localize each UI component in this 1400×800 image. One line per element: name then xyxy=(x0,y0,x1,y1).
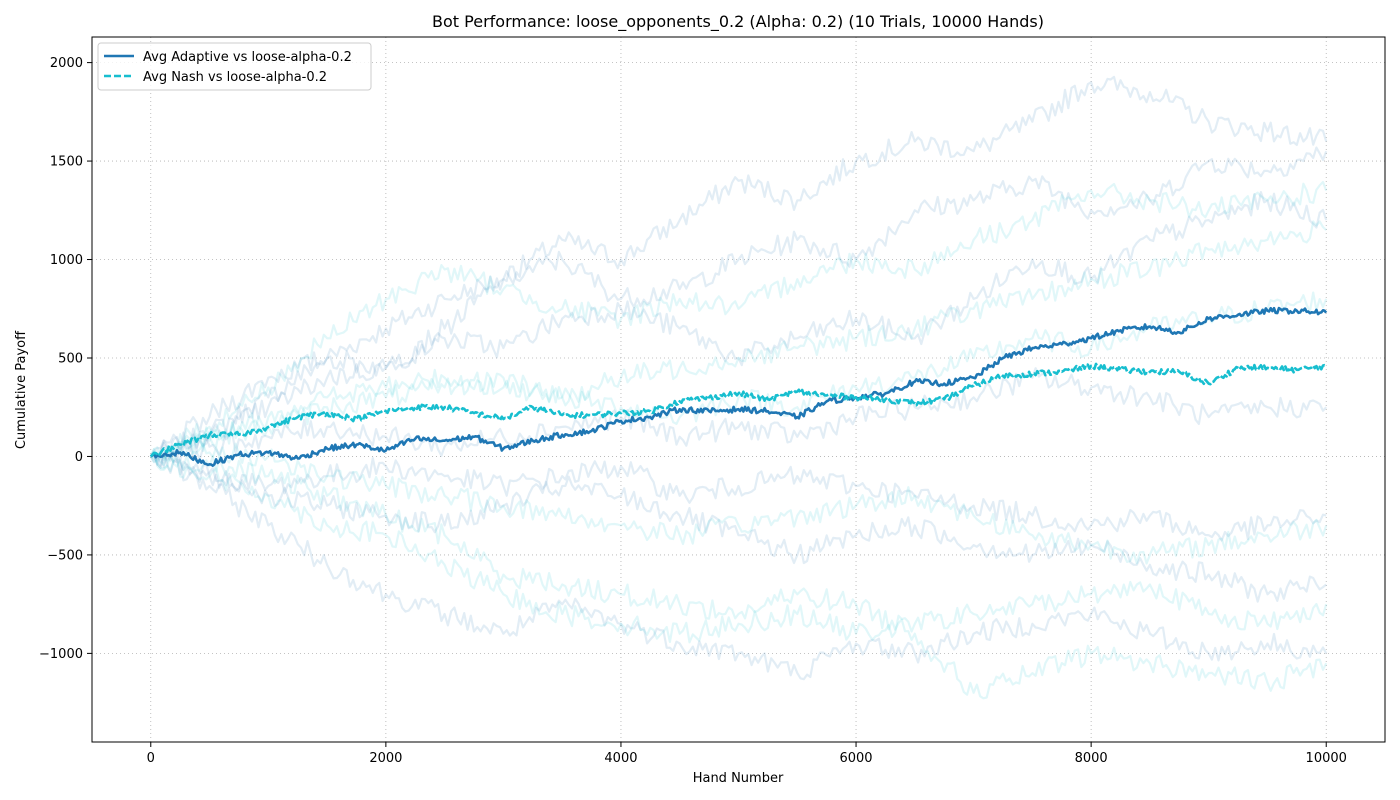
trial-line-7 xyxy=(149,180,1328,461)
legend-label-nash: Avg Nash vs loose-alpha-0.2 xyxy=(143,70,327,85)
trial-line-4 xyxy=(149,452,1327,542)
y-tick-label: 1500 xyxy=(50,155,83,170)
trial-line-12 xyxy=(149,291,1328,464)
series-line-nash xyxy=(149,362,1327,458)
x-axis-label: Hand Number xyxy=(693,771,784,786)
plot-frame xyxy=(91,36,1386,743)
series-line-adaptive xyxy=(150,306,1328,468)
trial-line-8 xyxy=(150,220,1327,460)
trial-line-6 xyxy=(150,450,1327,603)
legend: Avg Adaptive vs loose-alpha-0.2 Avg Nash… xyxy=(97,42,372,91)
trial-line-10 xyxy=(149,448,1328,644)
trial-line-0 xyxy=(149,75,1328,460)
trial-line-2 xyxy=(150,191,1328,461)
legend-label-adaptive: Avg Adaptive vs loose-alpha-0.2 xyxy=(143,50,352,65)
x-tick-label: 6000 xyxy=(839,751,872,766)
average-lines xyxy=(149,306,1328,468)
trial-line-3 xyxy=(150,367,1328,466)
x-axis-ticks: 0 2000 4000 6000 8000 10000 xyxy=(147,742,1347,766)
x-tick-label: 8000 xyxy=(1075,751,1108,766)
trial-line-1 xyxy=(149,146,1328,458)
y-tick-label: 500 xyxy=(58,351,83,366)
x-tick-label: 4000 xyxy=(604,751,637,766)
trial-line-9 xyxy=(150,453,1328,700)
y-axis-ticks: −1000 −500 0 500 1000 1500 2000 xyxy=(39,56,92,662)
trial-line-11 xyxy=(149,442,1328,565)
trial-lines xyxy=(149,75,1328,700)
y-tick-label: −500 xyxy=(47,548,83,563)
trial-line-5 xyxy=(150,453,1328,681)
y-axis-label: Cumulative Payoff xyxy=(14,330,29,449)
grid xyxy=(92,37,1385,742)
chart-title: Bot Performance: loose_opponents_0.2 (Al… xyxy=(432,12,1044,32)
legend-box xyxy=(97,42,372,91)
y-tick-label: 1000 xyxy=(50,253,83,268)
x-tick-label: 10000 xyxy=(1306,751,1347,766)
y-tick-label: −1000 xyxy=(39,647,83,662)
y-tick-label: 0 xyxy=(75,450,83,465)
y-tick-label: 2000 xyxy=(50,56,83,71)
x-tick-label: 2000 xyxy=(369,751,402,766)
x-tick-label: 0 xyxy=(147,751,155,766)
